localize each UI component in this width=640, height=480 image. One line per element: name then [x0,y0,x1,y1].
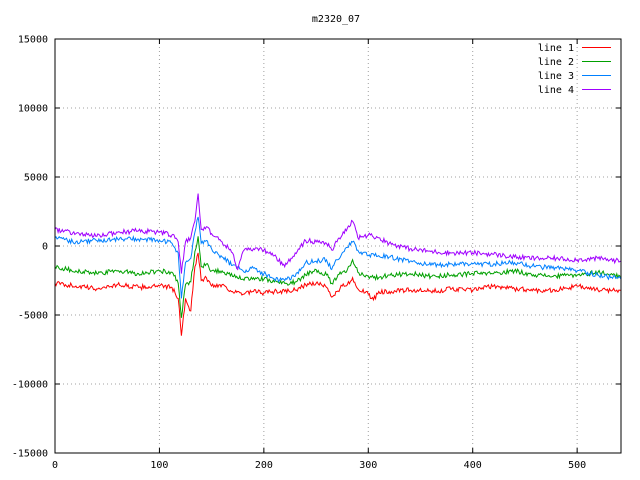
y-tick-label: 5000 [24,173,48,184]
legend-label: line 1 [538,43,574,54]
x-tick-label: 400 [464,460,482,471]
y-tick-label: 15000 [18,35,48,46]
series-line-3 [54,216,622,299]
y-tick-label: -5000 [18,311,48,322]
x-tick-label: 0 [52,460,58,471]
y-tick-label: -15000 [12,449,48,460]
x-tick-label: 100 [150,460,168,471]
legend-label: line 2 [538,57,574,68]
series-group [54,193,622,336]
axis-ticks: 0 100 200 300 400 500 -15000 -10000 -5000 0 5000 10… [12,35,621,471]
chart-title: m2320_07 [312,14,360,25]
series-line-2 [54,236,622,318]
series-line-4 [54,193,622,274]
legend-label: line 3 [538,71,574,82]
series-line-1 [54,252,622,336]
y-tick-label: -10000 [12,380,48,391]
legend-label: line 4 [538,85,574,96]
x-tick-label: 500 [568,460,586,471]
x-tick-label: 200 [255,460,273,471]
y-tick-label: 10000 [18,104,48,115]
x-tick-label: 300 [359,460,377,471]
legend: line 1 line 2 line 3 line 4 [538,43,611,96]
grid [55,39,621,453]
y-tick-label: 0 [42,242,48,253]
